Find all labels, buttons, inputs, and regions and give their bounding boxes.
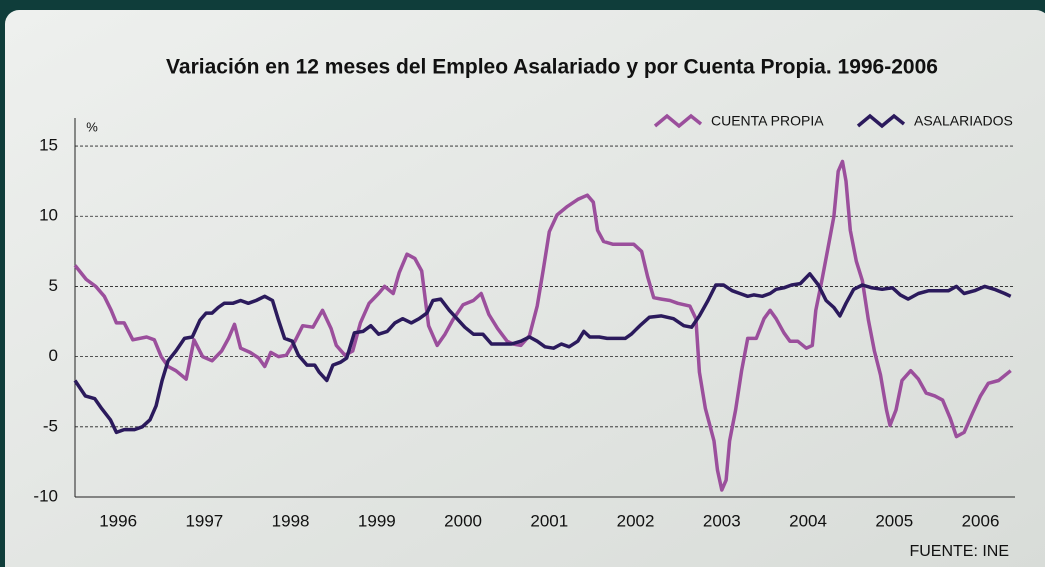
plot-area: 15 10 5 0 -5 -10 1996 1997 1998 1999 2000 2001 2002 2… <box>33 113 1015 530</box>
x-tick-label: 2006 <box>962 511 1000 530</box>
legend-swatch <box>653 113 703 129</box>
x-tick-label: 1997 <box>185 511 223 530</box>
y-tick-label: 0 <box>49 346 58 365</box>
panel <box>5 10 1045 567</box>
x-tick-label: 1998 <box>272 511 310 530</box>
legend-label: CUENTA PROPIA <box>711 113 824 129</box>
y-tick-label: -5 <box>43 416 58 435</box>
y-tick-label: -10 <box>33 486 58 505</box>
x-tick-label: 2000 <box>444 511 482 530</box>
y-tick-label: 15 <box>39 136 58 155</box>
x-tick-label: 2002 <box>617 511 655 530</box>
x-tick-label: 2005 <box>875 511 913 530</box>
series-line <box>73 272 1012 435</box>
x-tick-label: 1996 <box>99 511 137 530</box>
legend-swatch <box>856 113 906 129</box>
x-tick-label: 2004 <box>789 511 827 530</box>
y-tick-label: 10 <box>39 206 58 225</box>
y-tick-label: 5 <box>49 276 58 295</box>
x-tick-label: 2001 <box>530 511 568 530</box>
chart-title: Variación en 12 meses del Empleo Asalari… <box>166 56 938 79</box>
legend-label: ASALARIADOS <box>914 113 1013 129</box>
x-tick-label: 1999 <box>358 511 396 530</box>
series-line <box>73 159 1012 492</box>
source: FUENTE: INE <box>909 543 1009 560</box>
y-unit: % <box>86 119 98 134</box>
x-tick-label: 2003 <box>703 511 741 530</box>
